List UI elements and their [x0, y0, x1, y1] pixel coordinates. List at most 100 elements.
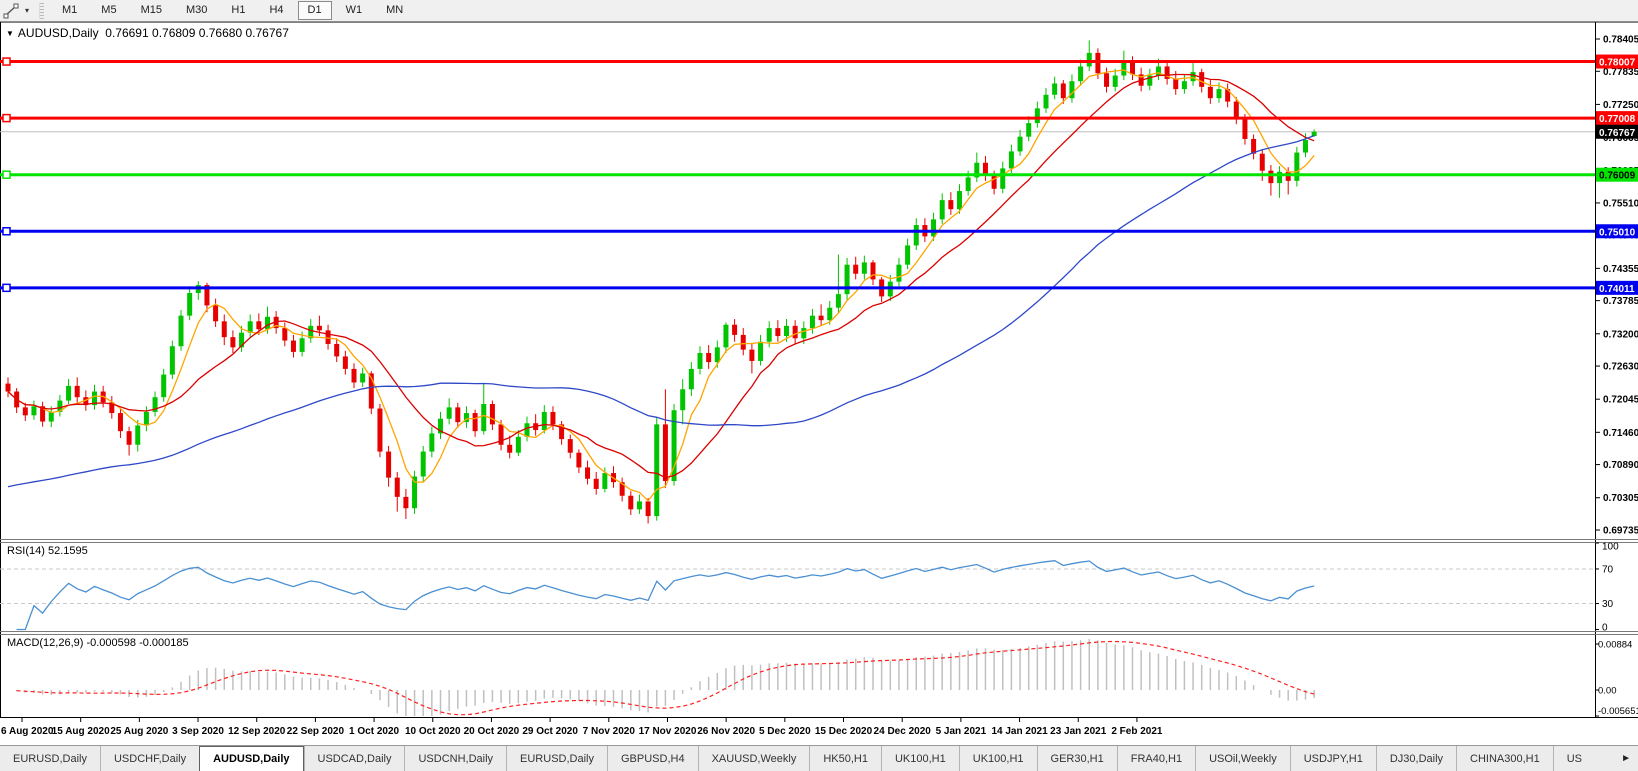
svg-text:0.74355: 0.74355 [1603, 264, 1638, 275]
svg-text:100: 100 [1602, 542, 1619, 553]
svg-text:0.00: 0.00 [1598, 686, 1617, 697]
tab-uk100-h1[interactable]: UK100,H1 [958, 746, 1037, 771]
tab-hk50-h1[interactable]: HK50,H1 [809, 746, 881, 771]
tab-eurusd-daily[interactable]: EURUSD,Daily [13, 752, 87, 765]
price-badge [1596, 224, 1638, 239]
chart-canvas[interactable]: 0.784050.778350.772500.766650.760850.755… [0, 22, 1638, 745]
svg-text:15 Dec 2020: 15 Dec 2020 [815, 726, 873, 737]
price-badge [1596, 280, 1638, 295]
svg-text:0: 0 [1602, 623, 1608, 634]
price-pane [0, 40, 1595, 524]
chart-tabs: EURUSD,Daily USDCHF,Daily AUDUSD,Daily USDC… [0, 746, 1595, 771]
tab-fra40-h1[interactable]: FRA40,H1 [1116, 746, 1195, 771]
timeframe-buttons: M1 M5 M15 M30 H1 H4 D1 W1 MN [52, 1, 413, 20]
tab-dj30-daily[interactable]: DJ30,Daily [1375, 746, 1456, 771]
hline-0.74011[interactable] [0, 283, 1595, 293]
svg-text:23 Jan 2021: 23 Jan 2021 [1050, 726, 1107, 737]
timeframe-m30[interactable]: M30 [185, 4, 208, 16]
hline-anchor [2, 57, 11, 66]
macd-signal-line [16, 640, 1315, 716]
svg-text:20 Oct 2020: 20 Oct 2020 [464, 726, 520, 737]
svg-text:15 Aug 2020: 15 Aug 2020 [52, 726, 110, 737]
price-badge [1596, 111, 1638, 126]
svg-text:0.70890: 0.70890 [1603, 460, 1638, 471]
toolbar-grip [39, 2, 44, 19]
chart-title: ▼ AUDUSD,Daily 0.76691 0.76809 0.76680 0.… [6, 26, 289, 40]
svg-text:14 Jan 2021: 14 Jan 2021 [991, 726, 1048, 737]
timeframe-w1[interactable]: W1 [345, 4, 363, 16]
svg-text:29 Oct 2020: 29 Oct 2020 [522, 726, 578, 737]
hline-0.76009[interactable] [0, 170, 1595, 179]
svg-text:25 Aug 2020: 25 Aug 2020 [110, 726, 168, 737]
timeframe-d1[interactable]: D1 [297, 1, 332, 20]
svg-text:10 Oct 2020: 10 Oct 2020 [405, 726, 461, 737]
svg-text:0.77835: 0.77835 [1603, 67, 1638, 78]
candles [5, 40, 1317, 524]
svg-text:0.74011: 0.74011 [1599, 284, 1635, 295]
tab-usoil-weekly[interactable]: USOil,Weekly [1195, 746, 1290, 771]
tab-xauusd-weekly[interactable]: XAUUSD,Weekly [697, 746, 810, 771]
line-styles-icon[interactable] [1, 2, 21, 20]
hline-0.75010[interactable] [0, 227, 1595, 236]
svg-text:24 Dec 2020: 24 Dec 2020 [874, 726, 932, 737]
svg-text:0.71460: 0.71460 [1603, 428, 1638, 439]
hline-0.77008[interactable] [0, 113, 1595, 123]
ma-50-line [7, 134, 1315, 488]
chart-dropdown-icon[interactable]: ▼ [6, 29, 14, 38]
timeframe-mn[interactable]: MN [386, 4, 404, 16]
svg-text:6 Aug 2020: 6 Aug 2020 [1, 726, 54, 737]
timeframe-h4[interactable]: H4 [269, 4, 284, 16]
svg-text:0.72045: 0.72045 [1603, 395, 1638, 406]
chart-symbol: AUDUSD,Daily [17, 26, 99, 40]
tab-usdcad-daily[interactable]: USDCAD,Daily [303, 746, 405, 771]
hline-anchor [2, 170, 11, 179]
tab-usdcnh-daily[interactable]: USDCNH,Daily [404, 746, 506, 771]
svg-text:0.72630: 0.72630 [1603, 362, 1638, 373]
svg-text:0.70305: 0.70305 [1603, 493, 1638, 504]
chart-tab-bar: EURUSD,Daily USDCHF,Daily AUDUSD,Daily USDC… [0, 745, 1638, 771]
hline-0.78007[interactable] [0, 57, 1595, 66]
svg-text:1 Oct 2020: 1 Oct 2020 [349, 726, 399, 737]
tab-gbpusd-h4[interactable]: GBPUSD,H4 [607, 746, 698, 771]
svg-text:70: 70 [1602, 564, 1614, 575]
svg-text:0.75510: 0.75510 [1603, 198, 1638, 209]
timeframe-h1[interactable]: H1 [231, 4, 246, 16]
svg-text:26 Nov 2020: 26 Nov 2020 [697, 726, 755, 737]
svg-text:7 Nov 2020: 7 Nov 2020 [583, 726, 636, 737]
svg-text:5 Dec 2020: 5 Dec 2020 [759, 726, 811, 737]
timeframe-m5[interactable]: M5 [101, 4, 117, 16]
ma-5-line [7, 69, 1315, 502]
svg-text:0.00884: 0.00884 [1598, 640, 1632, 651]
svg-text:12 Sep 2020: 12 Sep 2020 [228, 726, 286, 737]
toolbar: ▾ M1 M5 M15 M30 H1 H4 D1 W1 MN [0, 0, 1638, 22]
tab-audusd-daily[interactable]: AUDUSD,Daily [199, 746, 304, 771]
svg-text:-0.005651: -0.005651 [1598, 706, 1638, 717]
svg-text:0.69735: 0.69735 [1603, 526, 1638, 537]
macd-histogram [15, 639, 1315, 716]
tab-scroll-right-icon[interactable]: ► [1616, 746, 1636, 771]
svg-text:17 Nov 2020: 17 Nov 2020 [639, 726, 697, 737]
dropdown-caret-icon[interactable]: ▾ [24, 6, 29, 15]
tab-us[interactable]: US [1552, 746, 1595, 771]
tab-usdjpy-h1[interactable]: USDJPY,H1 [1289, 746, 1376, 771]
svg-text:0.78007: 0.78007 [1599, 58, 1636, 69]
tab-uk100-h1[interactable]: UK100,H1 [880, 746, 959, 771]
svg-text:0.76009: 0.76009 [1599, 171, 1636, 182]
ohlc-low: 0.76680 [198, 26, 243, 40]
price-badge [1596, 167, 1638, 182]
hline-anchor [2, 113, 11, 123]
ohlc-high: 0.76809 [152, 26, 196, 40]
tab-usdchf-daily[interactable]: USDCHF,Daily [99, 746, 199, 771]
timeframe-m1[interactable]: M1 [62, 4, 78, 16]
svg-text:0.78405: 0.78405 [1603, 35, 1638, 46]
svg-text:3 Sep 2020: 3 Sep 2020 [172, 726, 224, 737]
timeframe-m15[interactable]: M15 [140, 4, 162, 16]
svg-text:0.76767: 0.76767 [1599, 128, 1636, 139]
ma-13-line [7, 73, 1315, 479]
tab-china300-h1[interactable]: CHINA300,H1 [1456, 746, 1553, 771]
tab-eurusd-daily[interactable]: EURUSD,Daily [506, 746, 607, 771]
tab-ger30-h1[interactable]: GER30,H1 [1036, 746, 1117, 771]
svg-text:30: 30 [1602, 599, 1614, 610]
svg-text:0.77008: 0.77008 [1599, 114, 1636, 125]
